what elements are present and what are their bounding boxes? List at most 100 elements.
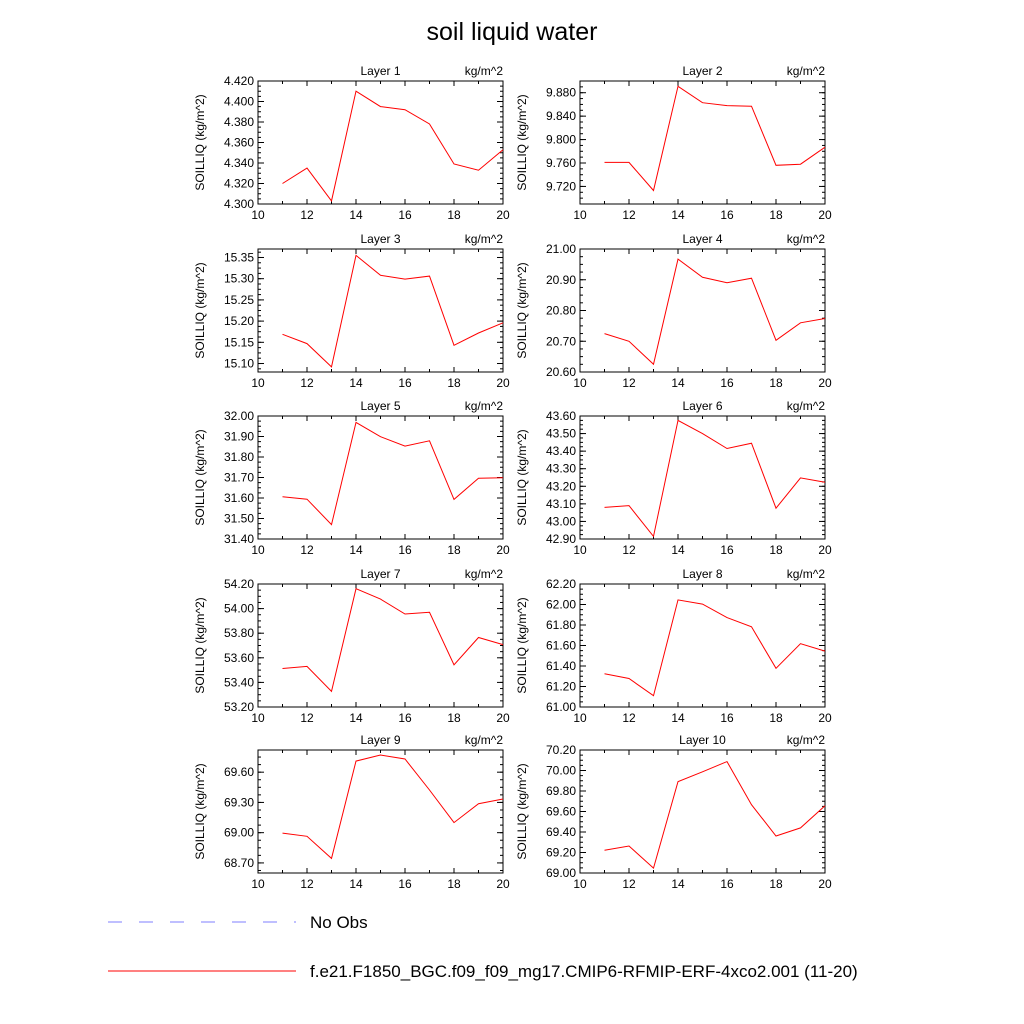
panel-title: Layer 7 (360, 567, 400, 581)
x-tick-label: 14 (671, 208, 685, 222)
panel-title: Layer 4 (682, 232, 722, 246)
y-axis-label: SOILLIQ (kg/m^2) (515, 94, 529, 190)
x-tick-label: 14 (671, 543, 685, 557)
x-tick-label: 16 (398, 543, 412, 557)
x-tick-label: 10 (251, 711, 265, 725)
y-tick-label: 69.60 (224, 765, 254, 779)
panel-title: Layer 3 (360, 232, 400, 246)
plot-frame (579, 415, 826, 540)
y-tick-label: 70.20 (546, 743, 576, 757)
y-tick-label: 68.70 (224, 856, 254, 870)
plot-frame (257, 583, 504, 708)
y-tick-label: 61.20 (546, 680, 576, 694)
x-tick-label: 20 (496, 543, 510, 557)
x-tick-label: 14 (349, 376, 363, 390)
x-tick-label: 10 (251, 376, 265, 390)
legend: No Obs f.e21.F1850_BGC.f09_f09_mg17.CMIP… (108, 913, 858, 981)
panels: Layer 1 kg/m^2 SOILLIQ (kg/m^2) 10 12 14 16 18 2… (193, 64, 832, 891)
x-tick-label: 12 (300, 711, 314, 725)
x-tick-label: 10 (251, 208, 265, 222)
y-tick-label: 20.80 (546, 304, 576, 318)
x-tick-label: 18 (769, 877, 783, 891)
plot-frame (579, 749, 826, 874)
x-tick-label: 10 (573, 711, 587, 725)
y-tick-label: 61.80 (546, 618, 576, 632)
x-tick-label: 16 (398, 711, 412, 725)
x-tick-label: 18 (769, 376, 783, 390)
x-tick-label: 14 (671, 376, 685, 390)
panel-layer-4: Layer 4 kg/m^2 SOILLIQ (kg/m^2) 10 12 14 16 18 2… (515, 232, 832, 390)
unit-label: kg/m^2 (465, 64, 504, 78)
x-tick-label: 10 (573, 376, 587, 390)
y-tick-label: 43.40 (546, 444, 576, 458)
x-tick-label: 14 (349, 208, 363, 222)
y-tick-label: 15.25 (224, 293, 254, 307)
y-tick-label: 15.35 (224, 250, 254, 264)
x-tick-label: 14 (349, 711, 363, 725)
x-tick-label: 20 (496, 877, 510, 891)
y-tick-label: 4.380 (224, 115, 254, 129)
x-tick-label: 16 (720, 376, 734, 390)
x-tick-label: 20 (496, 208, 510, 222)
x-tick-label: 20 (818, 543, 832, 557)
x-tick-label: 18 (769, 208, 783, 222)
legend-obs-label: No Obs (310, 913, 368, 932)
x-tick-label: 18 (769, 711, 783, 725)
series-line (604, 419, 826, 538)
x-tick-label: 16 (398, 877, 412, 891)
y-tick-label: 31.60 (224, 491, 254, 505)
unit-label: kg/m^2 (465, 733, 504, 747)
panel-title: Layer 1 (360, 64, 400, 78)
series-line (282, 90, 504, 203)
x-tick-label: 14 (671, 877, 685, 891)
x-tick-label: 12 (622, 543, 636, 557)
y-tick-label: 31.90 (224, 430, 254, 444)
panel-layer-7: Layer 7 kg/m^2 SOILLIQ (kg/m^2) 10 12 14 16 18 2… (193, 567, 510, 725)
y-tick-label: 54.00 (224, 602, 254, 616)
y-tick-label: 69.40 (546, 825, 576, 839)
x-tick-label: 16 (720, 543, 734, 557)
y-tick-label: 20.60 (546, 365, 576, 379)
x-tick-label: 20 (818, 877, 832, 891)
x-tick-label: 18 (447, 877, 461, 891)
series-line (604, 258, 826, 366)
y-tick-label: 43.00 (546, 514, 576, 528)
unit-label: kg/m^2 (787, 232, 826, 246)
x-tick-label: 20 (818, 376, 832, 390)
y-tick-label: 31.80 (224, 450, 254, 464)
y-tick-label: 70.00 (546, 764, 576, 778)
series-line (604, 85, 826, 192)
x-tick-label: 18 (447, 711, 461, 725)
unit-label: kg/m^2 (787, 64, 826, 78)
y-tick-label: 15.15 (224, 335, 254, 349)
x-tick-label: 12 (622, 711, 636, 725)
y-axis-label: SOILLIQ (kg/m^2) (193, 94, 207, 190)
panel-layer-3: Layer 3 kg/m^2 SOILLIQ (kg/m^2) 10 12 14 16 18 2… (193, 232, 510, 390)
y-tick-label: 43.10 (546, 497, 576, 511)
y-tick-label: 43.50 (546, 427, 576, 441)
y-axis-label: SOILLIQ (kg/m^2) (193, 429, 207, 525)
y-tick-label: 15.20 (224, 314, 254, 328)
unit-label: kg/m^2 (787, 399, 826, 413)
plot-frame (579, 80, 826, 205)
y-axis-label: SOILLIQ (kg/m^2) (193, 597, 207, 693)
y-tick-label: 61.00 (546, 700, 576, 714)
x-tick-label: 16 (720, 877, 734, 891)
x-tick-label: 10 (251, 877, 265, 891)
y-tick-label: 53.60 (224, 651, 254, 665)
panel-layer-8: Layer 8 kg/m^2 SOILLIQ (kg/m^2) 10 12 14 16 18 2… (515, 567, 832, 725)
x-tick-label: 12 (300, 543, 314, 557)
y-axis-label: SOILLIQ (kg/m^2) (515, 429, 529, 525)
x-tick-label: 12 (622, 376, 636, 390)
y-tick-label: 9.760 (546, 156, 576, 170)
panel-layer-9: Layer 9 kg/m^2 SOILLIQ (kg/m^2) 10 12 14 16 18 2… (193, 733, 510, 891)
x-tick-label: 10 (573, 877, 587, 891)
x-tick-label: 14 (349, 543, 363, 557)
x-tick-label: 10 (573, 208, 587, 222)
figure-title: soil liquid water (427, 18, 598, 46)
y-tick-label: 43.60 (546, 409, 576, 423)
y-tick-label: 9.800 (546, 133, 576, 147)
y-tick-label: 9.880 (546, 86, 576, 100)
unit-label: kg/m^2 (787, 567, 826, 581)
